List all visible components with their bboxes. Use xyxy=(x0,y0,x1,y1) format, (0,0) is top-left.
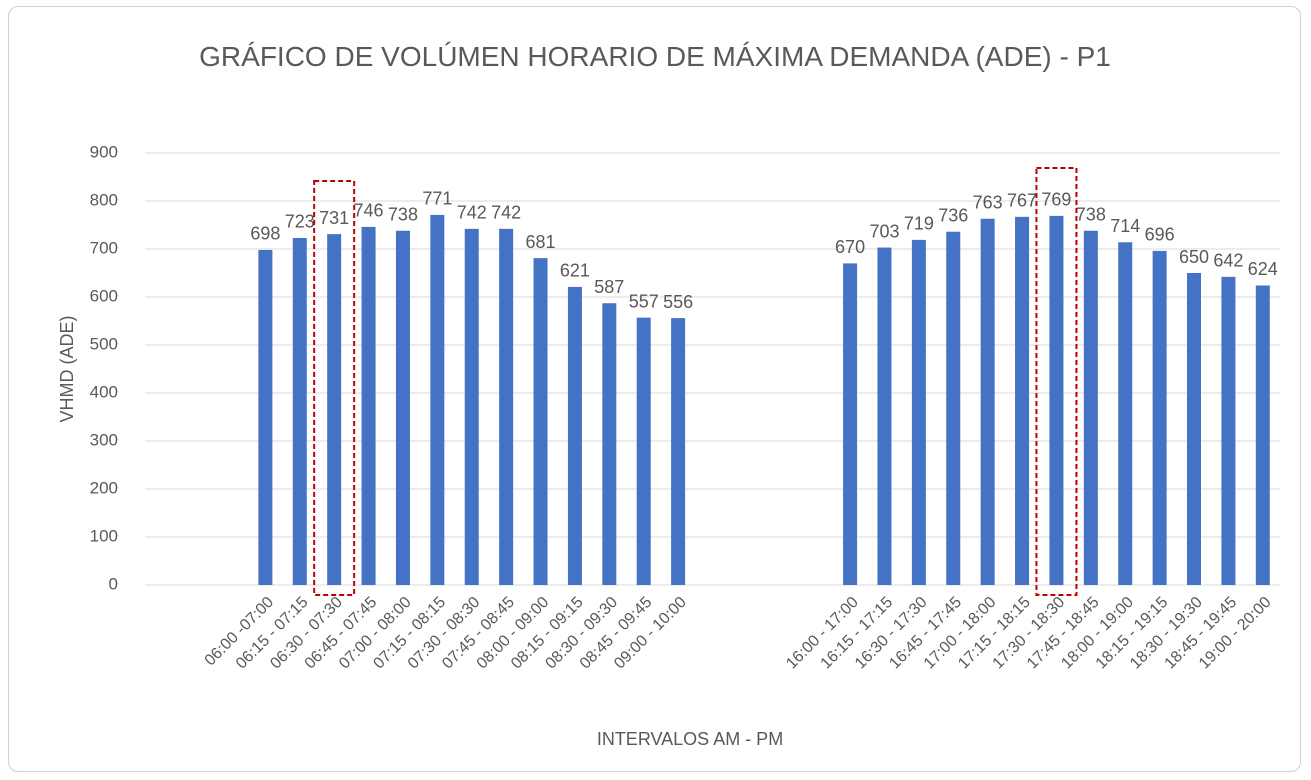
bar xyxy=(395,230,410,585)
chart-frame xyxy=(8,6,1301,772)
data-label: 556 xyxy=(663,292,693,312)
data-label: 719 xyxy=(904,214,934,234)
bar xyxy=(361,226,376,586)
highlight-box xyxy=(313,180,356,596)
bar xyxy=(946,231,961,585)
bar xyxy=(911,239,926,585)
data-label: 738 xyxy=(1076,205,1106,225)
data-label: 742 xyxy=(457,203,487,223)
bar xyxy=(1221,276,1236,585)
data-label: 624 xyxy=(1248,259,1278,279)
bar xyxy=(1083,230,1098,585)
y-tick-label: 0 xyxy=(109,574,118,593)
y-tick-label: 700 xyxy=(90,238,118,257)
bar xyxy=(1118,242,1133,585)
bar xyxy=(877,247,892,585)
data-label: 771 xyxy=(422,189,452,209)
data-label: 703 xyxy=(869,221,899,241)
bar xyxy=(602,303,617,585)
bar xyxy=(499,228,514,585)
bar xyxy=(567,286,582,585)
data-label: 723 xyxy=(285,212,315,232)
data-label: 696 xyxy=(1145,225,1175,245)
data-label: 698 xyxy=(250,224,280,244)
y-tick-label: 900 xyxy=(90,142,118,161)
data-label: 769 xyxy=(1041,190,1071,210)
y-tick-label: 100 xyxy=(90,526,118,545)
data-label: 621 xyxy=(560,261,590,281)
bar xyxy=(292,237,307,585)
bar xyxy=(464,228,479,585)
bar xyxy=(533,258,548,585)
data-label: 670 xyxy=(835,237,865,257)
x-axis-label: INTERVALOS AM - PM xyxy=(597,729,783,749)
bar xyxy=(430,214,445,586)
bar xyxy=(671,318,686,585)
data-label: 714 xyxy=(1110,216,1140,236)
bar xyxy=(1152,250,1167,586)
chart-title: GRÁFICO DE VOLÚMEN HORARIO DE MÁXIMA DEM… xyxy=(199,41,1111,72)
data-label: 738 xyxy=(388,205,418,225)
data-label: 642 xyxy=(1213,251,1243,271)
highlight-box xyxy=(1035,167,1078,596)
data-label: 587 xyxy=(594,277,624,297)
bar xyxy=(1255,285,1270,585)
data-label: 763 xyxy=(973,193,1003,213)
bar xyxy=(327,234,342,585)
data-label: 731 xyxy=(319,208,349,228)
bar xyxy=(843,263,858,585)
y-tick-label: 200 xyxy=(90,478,118,497)
data-label: 746 xyxy=(354,201,384,221)
data-label: 742 xyxy=(491,203,521,223)
data-label: 650 xyxy=(1179,247,1209,267)
y-tick-label: 300 xyxy=(90,430,118,449)
y-tick-label: 800 xyxy=(90,190,118,209)
y-tick-label: 500 xyxy=(90,334,118,353)
data-label: 767 xyxy=(1007,191,1037,211)
bar xyxy=(1187,273,1202,585)
bar xyxy=(258,249,273,585)
bar xyxy=(980,218,995,585)
bar xyxy=(636,317,651,585)
y-axis-label: VHMD (ADE) xyxy=(57,316,77,423)
data-label: 557 xyxy=(629,291,659,311)
y-tick-label: 600 xyxy=(90,286,118,305)
data-label: 681 xyxy=(526,232,556,252)
y-tick-label: 400 xyxy=(90,382,118,401)
bar xyxy=(1015,216,1030,585)
bar xyxy=(1049,215,1064,585)
data-label: 736 xyxy=(938,205,968,225)
